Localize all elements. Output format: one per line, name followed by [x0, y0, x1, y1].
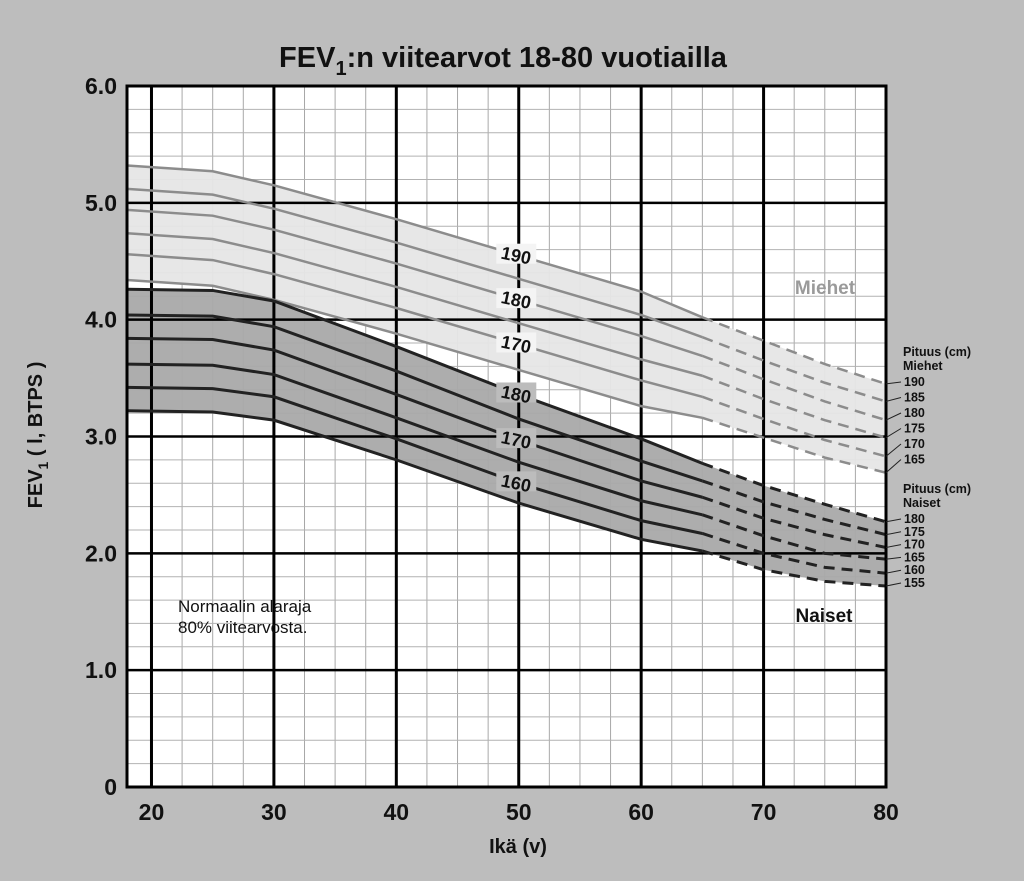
inline-label-bg [496, 243, 537, 264]
series-line-men-185-projected [701, 336, 887, 403]
series-line-women-175 [126, 313, 703, 483]
title-main: FEV [279, 42, 336, 74]
y-axis-label: FEV1 ( l, BTPS ) [25, 362, 51, 509]
legend-leader [885, 531, 902, 536]
series-line-men-190 [126, 164, 703, 319]
series-line-women-160-projected [701, 532, 887, 575]
legend-item-men-190: 190 [904, 375, 925, 389]
band-label-men: Miehet [795, 278, 856, 299]
series-line-women-180 [126, 287, 703, 465]
series-line-women-155-projected [701, 549, 887, 588]
x-tick-label: 30 [261, 799, 287, 825]
series-line-women-180-projected [701, 461, 887, 524]
title-rest: :n viitearvot 18-80 vuotiailla [347, 42, 728, 74]
legend-leader [885, 544, 902, 548]
series-line-women-165-projected [701, 513, 887, 561]
series-line-men-175 [126, 231, 703, 377]
legend-heading-women-1: Naiset [903, 496, 941, 510]
legend-leader [885, 459, 902, 474]
legend-leader [885, 428, 902, 439]
x-tick-label: 50 [506, 799, 532, 825]
legend-leader [885, 443, 902, 457]
x-tick-label: 20 [139, 799, 165, 825]
inline-label-bg [496, 428, 537, 449]
series-line-women-160 [126, 385, 703, 535]
legend-leader [885, 569, 902, 574]
legend-item-women-180: 180 [904, 512, 925, 526]
x-tick-label: 80 [873, 799, 899, 825]
legend-leader [885, 556, 902, 560]
x-tick-label: 70 [751, 799, 777, 825]
legend-item-men-165: 165 [904, 453, 925, 467]
y-tick-label: 6.0 [85, 73, 117, 99]
legend-item-men-185: 185 [904, 391, 925, 405]
series-line-women-175-projected [701, 479, 887, 537]
series-line-women-155 [126, 409, 703, 553]
y-tick-label: 3.0 [85, 424, 117, 450]
y-tick-label: 0 [104, 774, 117, 800]
inline-label-bg [496, 288, 537, 309]
legend-leader [885, 518, 902, 523]
y-tick-label: 1.0 [85, 657, 117, 683]
chart-title: FEV1:n viitearvot 18-80 vuotiailla [279, 42, 728, 80]
inline-label-bg [496, 382, 537, 403]
y-tick-label: 4.0 [85, 307, 117, 333]
series-line-men-175-projected [701, 374, 887, 439]
y-tick-label: 2.0 [85, 540, 117, 566]
legend-leader [885, 381, 902, 385]
legend-item-women-170: 170 [904, 538, 925, 552]
series-line-men-170-projected [701, 395, 887, 458]
legend-item-women-165: 165 [904, 550, 925, 564]
annotation-line-1: Normaalin alaraja [178, 597, 312, 616]
series-line-women-165 [126, 362, 703, 517]
legend-item-men-170: 170 [904, 437, 925, 451]
legend-leader [885, 397, 902, 402]
legend-item-men-175: 175 [904, 422, 925, 436]
legend-heading-women-0: Pituus (cm) [903, 482, 971, 496]
series-line-men-165 [126, 278, 703, 420]
series-line-men-165-projected [701, 416, 887, 474]
x-tick-label: 60 [628, 799, 654, 825]
legend-item-women-175: 175 [904, 525, 925, 539]
legend-item-women-155: 155 [904, 576, 925, 590]
x-tick-label: 40 [384, 799, 410, 825]
y-label-subscript: 1 [35, 461, 51, 469]
legend-heading-men-0: Pituus (cm) [903, 345, 971, 359]
inline-label-bg [496, 471, 537, 492]
legend-heading-men-1: Miehet [903, 359, 943, 373]
x-axis-label: Ikä (v) [489, 836, 547, 858]
series-line-men-185 [126, 187, 703, 339]
inline-label-bg [496, 332, 537, 353]
y-tick-label: 5.0 [85, 190, 117, 216]
band-label-women: Naiset [795, 606, 853, 627]
series-line-men-170 [126, 252, 703, 398]
series-line-men-190-projected [701, 316, 887, 386]
legend-item-women-160: 160 [904, 563, 925, 577]
y-label-main: FEV [25, 469, 47, 509]
series-line-men-180-projected [701, 354, 887, 422]
series-lines [126, 164, 887, 588]
series-line-men-180 [126, 208, 703, 358]
plot-frame [125, 84, 888, 789]
legend-leader [885, 412, 902, 421]
axes: 20 30 40 50 60 70 80 0 1.0 2.0 3.0 4.0 5.0 6.0 [85, 73, 899, 825]
y-label-rest: ( l, BTPS ) [25, 362, 47, 462]
legend-item-men-180: 180 [904, 406, 925, 420]
series-line-women-170-projected [701, 495, 887, 549]
legend-leader [885, 582, 902, 587]
annotation-line-2: 80% viitearvosta. [178, 618, 307, 637]
title-subscript: 1 [335, 58, 346, 80]
series-line-women-170 [126, 336, 703, 499]
